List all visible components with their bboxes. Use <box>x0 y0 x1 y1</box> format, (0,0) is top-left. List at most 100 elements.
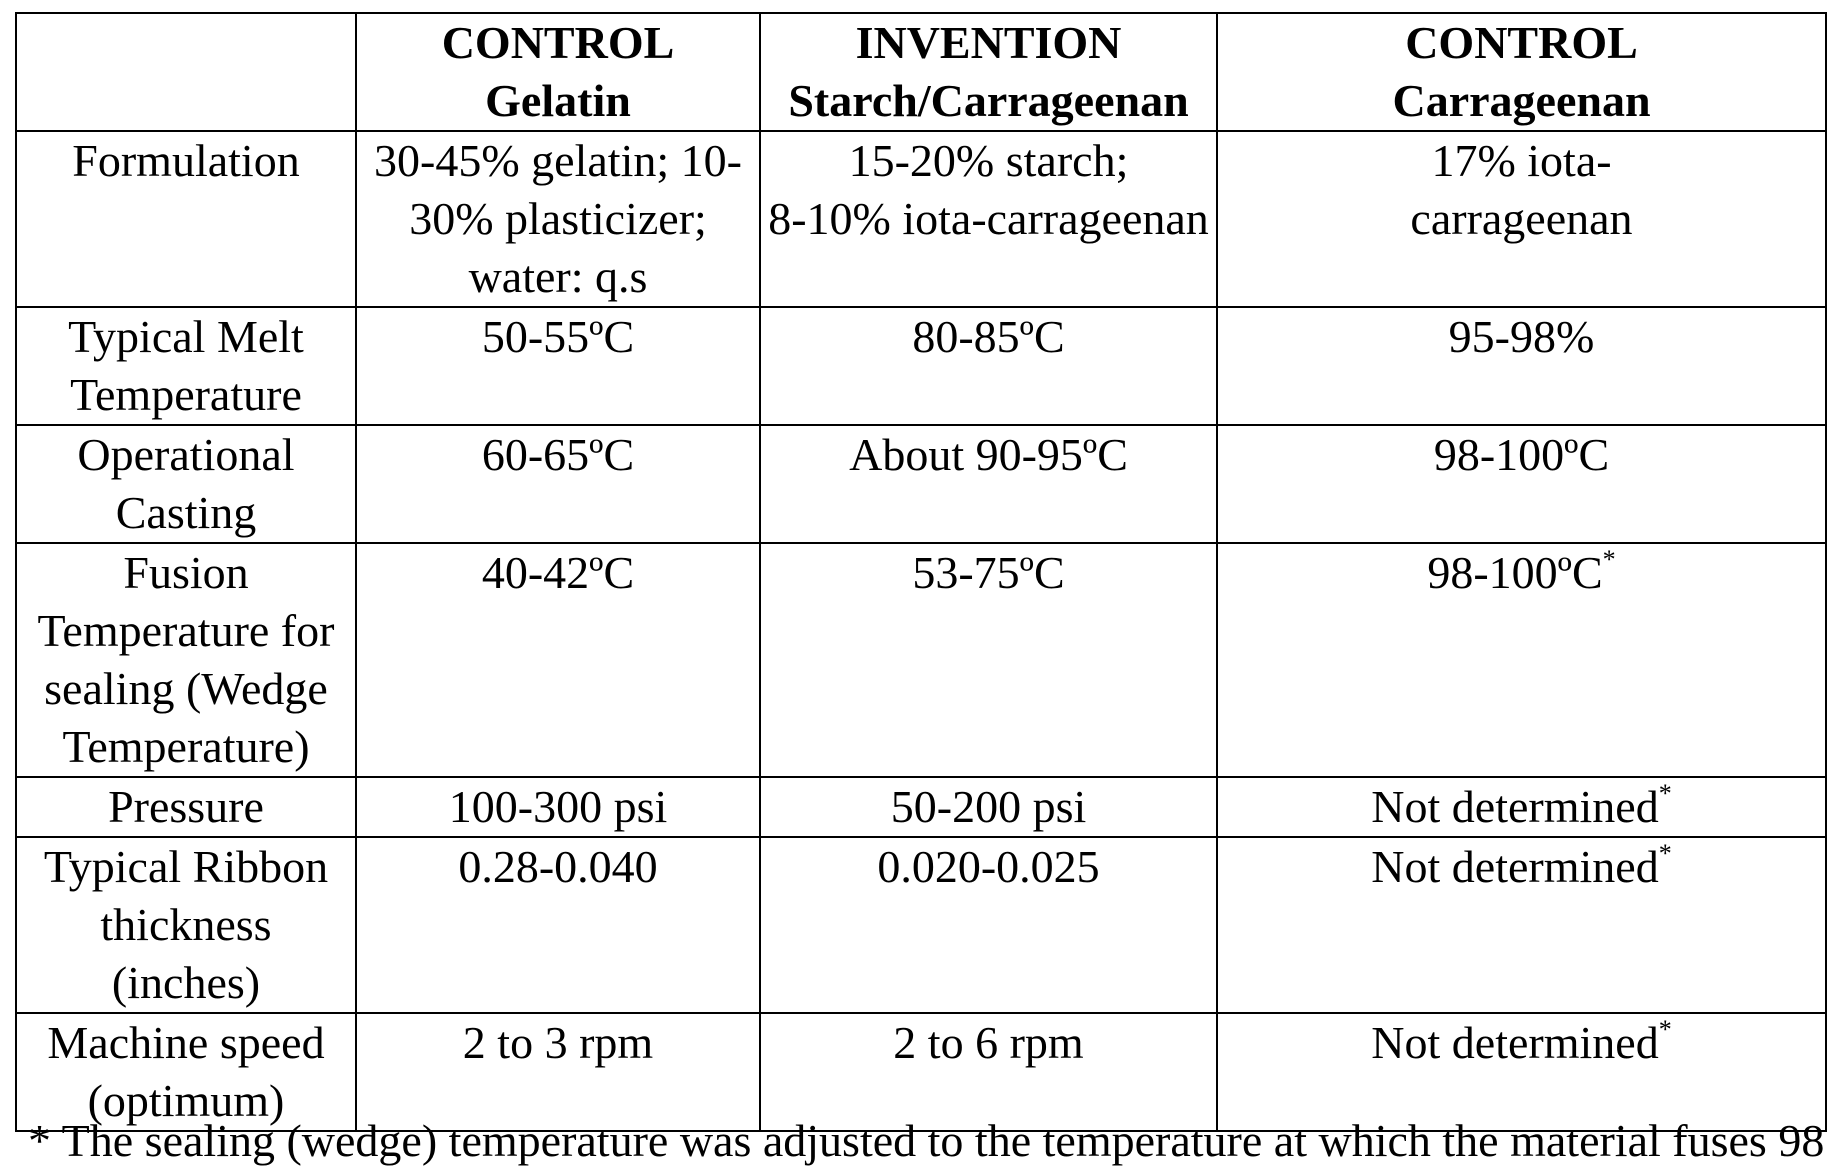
cell-text: 30-45% gelatin; 10- <box>374 135 742 186</box>
footnote-marker: * <box>1659 1015 1672 1044</box>
cell-line: 15-20% starch; <box>767 132 1210 190</box>
table-row: Typical Melt Temperature 50-55ºC 80-85ºC 95-… <box>16 307 1826 425</box>
cell-text: carrageenan <box>1410 193 1632 244</box>
footnote-marker: * <box>1603 545 1616 574</box>
cell-line: 100-300 psi <box>363 778 753 836</box>
cell-text: 15-20% starch; <box>849 135 1129 186</box>
cell-line: Casting <box>23 484 349 542</box>
table-row: FusionTemperature forsealing (WedgeTempe… <box>16 543 1826 777</box>
cell-line: sealing (Wedge <box>23 660 349 718</box>
cell-line: 30% plasticizer; <box>363 190 753 248</box>
cell-text: Not determined <box>1371 1017 1658 1068</box>
cell-text: 8-10% iota-carrageenan <box>768 193 1209 244</box>
cell-line: Operational <box>23 426 349 484</box>
cell-text: Pressure <box>108 781 264 832</box>
cell-text: 98-100ºC <box>1427 547 1602 598</box>
cell-text: 80-85ºC <box>912 311 1064 362</box>
invention-cell: About 90-95ºC <box>760 425 1217 543</box>
header-cell-control-carrageenan: CONTROL Carrageenan <box>1217 13 1826 131</box>
cell-line: 60-65ºC <box>363 426 753 484</box>
cell-text: Not determined <box>1371 841 1658 892</box>
cell-text: Casting <box>116 487 257 538</box>
cell-line: Formulation <box>23 132 349 190</box>
cell-text: 60-65ºC <box>482 429 634 480</box>
table-body: Formulation 30-45% gelatin; 10- 30% plasti… <box>16 131 1826 1131</box>
row-label-cell: FusionTemperature forsealing (WedgeTempe… <box>16 543 356 777</box>
cell-text: About 90-95ºC <box>849 429 1128 480</box>
cell-text: Temperature) <box>62 721 309 772</box>
cell-text: Not determined <box>1371 781 1658 832</box>
control-gelatin-cell: 100-300 psi <box>356 777 760 837</box>
header-line-2: Gelatin <box>363 72 753 130</box>
cell-text: thickness <box>100 899 271 950</box>
control-carrageenan-cell: 98-100ºC* <box>1217 543 1826 777</box>
cell-text: Typical Ribbon <box>44 841 328 892</box>
cell-text: 0.28-0.040 <box>458 841 657 892</box>
row-label-cell: Formulation <box>16 131 356 307</box>
control-carrageenan-cell: 95-98% <box>1217 307 1826 425</box>
cell-line: Fusion <box>23 544 349 602</box>
control-carrageenan-cell: Not determined* <box>1217 837 1826 1013</box>
cell-text: 50-55ºC <box>482 311 634 362</box>
row-label-cell: Typical Melt Temperature <box>16 307 356 425</box>
header-cell-control-gelatin: CONTROL Gelatin <box>356 13 760 131</box>
cell-text: 30% plasticizer; <box>409 193 707 244</box>
cell-text: 17% iota- <box>1431 135 1611 186</box>
header-line-1: CONTROL <box>1224 14 1819 72</box>
cell-line: 2 to 3 rpm <box>363 1014 753 1072</box>
cell-line: Temperature <box>23 366 349 424</box>
cell-line: About 90-95ºC <box>767 426 1210 484</box>
table-header-row: CONTROL Gelatin INVENTION Starch/Carrage… <box>16 13 1826 131</box>
table-row: Pressure 100-300 psi 50-200 psi Not determi… <box>16 777 1826 837</box>
cell-line: 50-200 psi <box>767 778 1210 836</box>
control-gelatin-cell: 50-55ºC <box>356 307 760 425</box>
invention-cell: 50-200 psi <box>760 777 1217 837</box>
table-row: Formulation 30-45% gelatin; 10- 30% plasti… <box>16 131 1826 307</box>
cell-line: Pressure <box>23 778 349 836</box>
cell-text: Typical Melt <box>68 311 304 362</box>
header-cell-empty <box>16 13 356 131</box>
cell-line: 2 to 6 rpm <box>767 1014 1210 1072</box>
cell-line: 98-100ºC* <box>1224 544 1819 602</box>
cell-text: Temperature <box>70 369 302 420</box>
cell-line: carrageenan <box>1224 190 1819 248</box>
cell-line: 17% iota- <box>1224 132 1819 190</box>
header-line-1: CONTROL <box>363 14 753 72</box>
row-label-cell: Operational Casting <box>16 425 356 543</box>
cell-text: 98-100ºC <box>1434 429 1609 480</box>
cell-line: 0.28-0.040 <box>363 838 753 896</box>
cell-line: Temperature) <box>23 718 349 776</box>
comparison-table: CONTROL Gelatin INVENTION Starch/Carrage… <box>15 12 1827 1132</box>
cell-text: Formulation <box>72 135 299 186</box>
cell-line: Not determined* <box>1224 1014 1819 1072</box>
footnote-marker: * <box>1659 779 1672 808</box>
cell-line: 40-42ºC <box>363 544 753 602</box>
cell-text: 0.020-0.025 <box>877 841 1099 892</box>
control-gelatin-cell: 60-65ºC <box>356 425 760 543</box>
cell-text: water: q.s <box>469 251 648 302</box>
cell-text: Machine speed <box>47 1017 324 1068</box>
cell-line: 95-98% <box>1224 308 1819 366</box>
cell-line: 80-85ºC <box>767 308 1210 366</box>
cell-text: Operational <box>77 429 294 480</box>
cell-text: 2 to 3 rpm <box>463 1017 653 1068</box>
cell-line: Not determined* <box>1224 778 1819 836</box>
cell-line: Machine speed <box>23 1014 349 1072</box>
footnote-marker: * <box>1659 839 1672 868</box>
cell-text: 53-75ºC <box>912 547 1064 598</box>
invention-cell: 0.020-0.025 <box>760 837 1217 1013</box>
footnote: * The sealing (wedge) temperature was ad… <box>28 1112 1824 1170</box>
invention-cell: 15-20% starch; 8-10% iota-carrageenan <box>760 131 1217 307</box>
header-line-1: INVENTION <box>767 14 1210 72</box>
cell-text: 50-200 psi <box>891 781 1087 832</box>
cell-line: Typical Ribbon <box>23 838 349 896</box>
cell-line: 8-10% iota-carrageenan <box>767 190 1210 248</box>
cell-line: (inches) <box>23 954 349 1012</box>
control-gelatin-cell: 40-42ºC <box>356 543 760 777</box>
control-carrageenan-cell: Not determined* <box>1217 777 1826 837</box>
cell-line: Temperature for <box>23 602 349 660</box>
row-label-cell: Pressure <box>16 777 356 837</box>
cell-text: 2 to 6 rpm <box>893 1017 1083 1068</box>
cell-text: 100-300 psi <box>449 781 668 832</box>
cell-line: Typical Melt <box>23 308 349 366</box>
